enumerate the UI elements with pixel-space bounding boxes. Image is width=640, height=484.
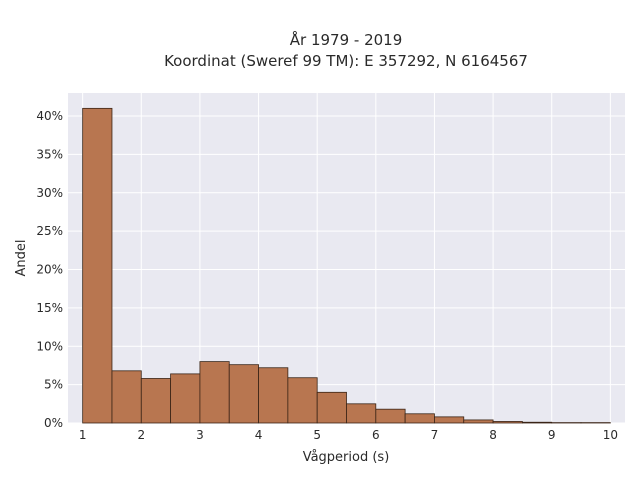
y-tick-label: 20% [36,263,63,277]
plot-background [68,93,625,423]
histogram-bar [405,414,434,423]
y-tick-label: 35% [36,147,63,161]
x-tick-label: 5 [313,428,321,442]
histogram-bar [141,378,170,423]
histogram-bar [434,417,463,423]
histogram-bar [83,108,112,423]
x-tick-label: 7 [431,428,439,442]
histogram-bar [376,409,405,423]
y-tick-label: 25% [36,224,63,238]
y-tick-label: 0% [44,416,63,430]
y-axis-ticks: 0% 5% 10% 15% 20% 25% 30% 35% 40% [36,109,63,430]
histogram-bar [493,421,522,423]
x-tick-label: 9 [548,428,556,442]
chart-title: År 1979 - 2019 [290,30,403,49]
histogram-bar [229,365,258,423]
histogram-bar [259,368,288,423]
histogram-bar [171,374,200,423]
histogram-bar [347,404,376,423]
x-tick-label: 1 [79,428,87,442]
x-tick-label: 3 [196,428,204,442]
histogram-bar [464,420,493,423]
y-tick-label: 30% [36,186,63,200]
histogram-bar [288,378,317,423]
chart-subtitle: Koordinat (Sweref 99 TM): E 357292, N 61… [164,52,528,70]
x-tick-label: 6 [372,428,380,442]
x-tick-label: 10 [603,428,618,442]
histogram-bar [522,422,551,423]
histogram-bar [317,392,346,423]
y-axis-title: Andel [14,240,29,277]
x-axis-title: Vågperiod (s) [303,450,390,465]
y-tick-label: 5% [44,378,63,392]
histogram-bar [112,371,141,423]
histogram-bar [200,362,229,423]
y-tick-label: 40% [36,109,63,123]
x-tick-label: 2 [137,428,145,442]
x-tick-label: 4 [255,428,263,442]
y-tick-label: 15% [36,301,63,315]
x-tick-label: 8 [489,428,497,442]
y-tick-label: 10% [36,339,63,353]
x-axis-ticks: 1 2 3 4 5 6 7 8 9 10 [79,428,618,442]
